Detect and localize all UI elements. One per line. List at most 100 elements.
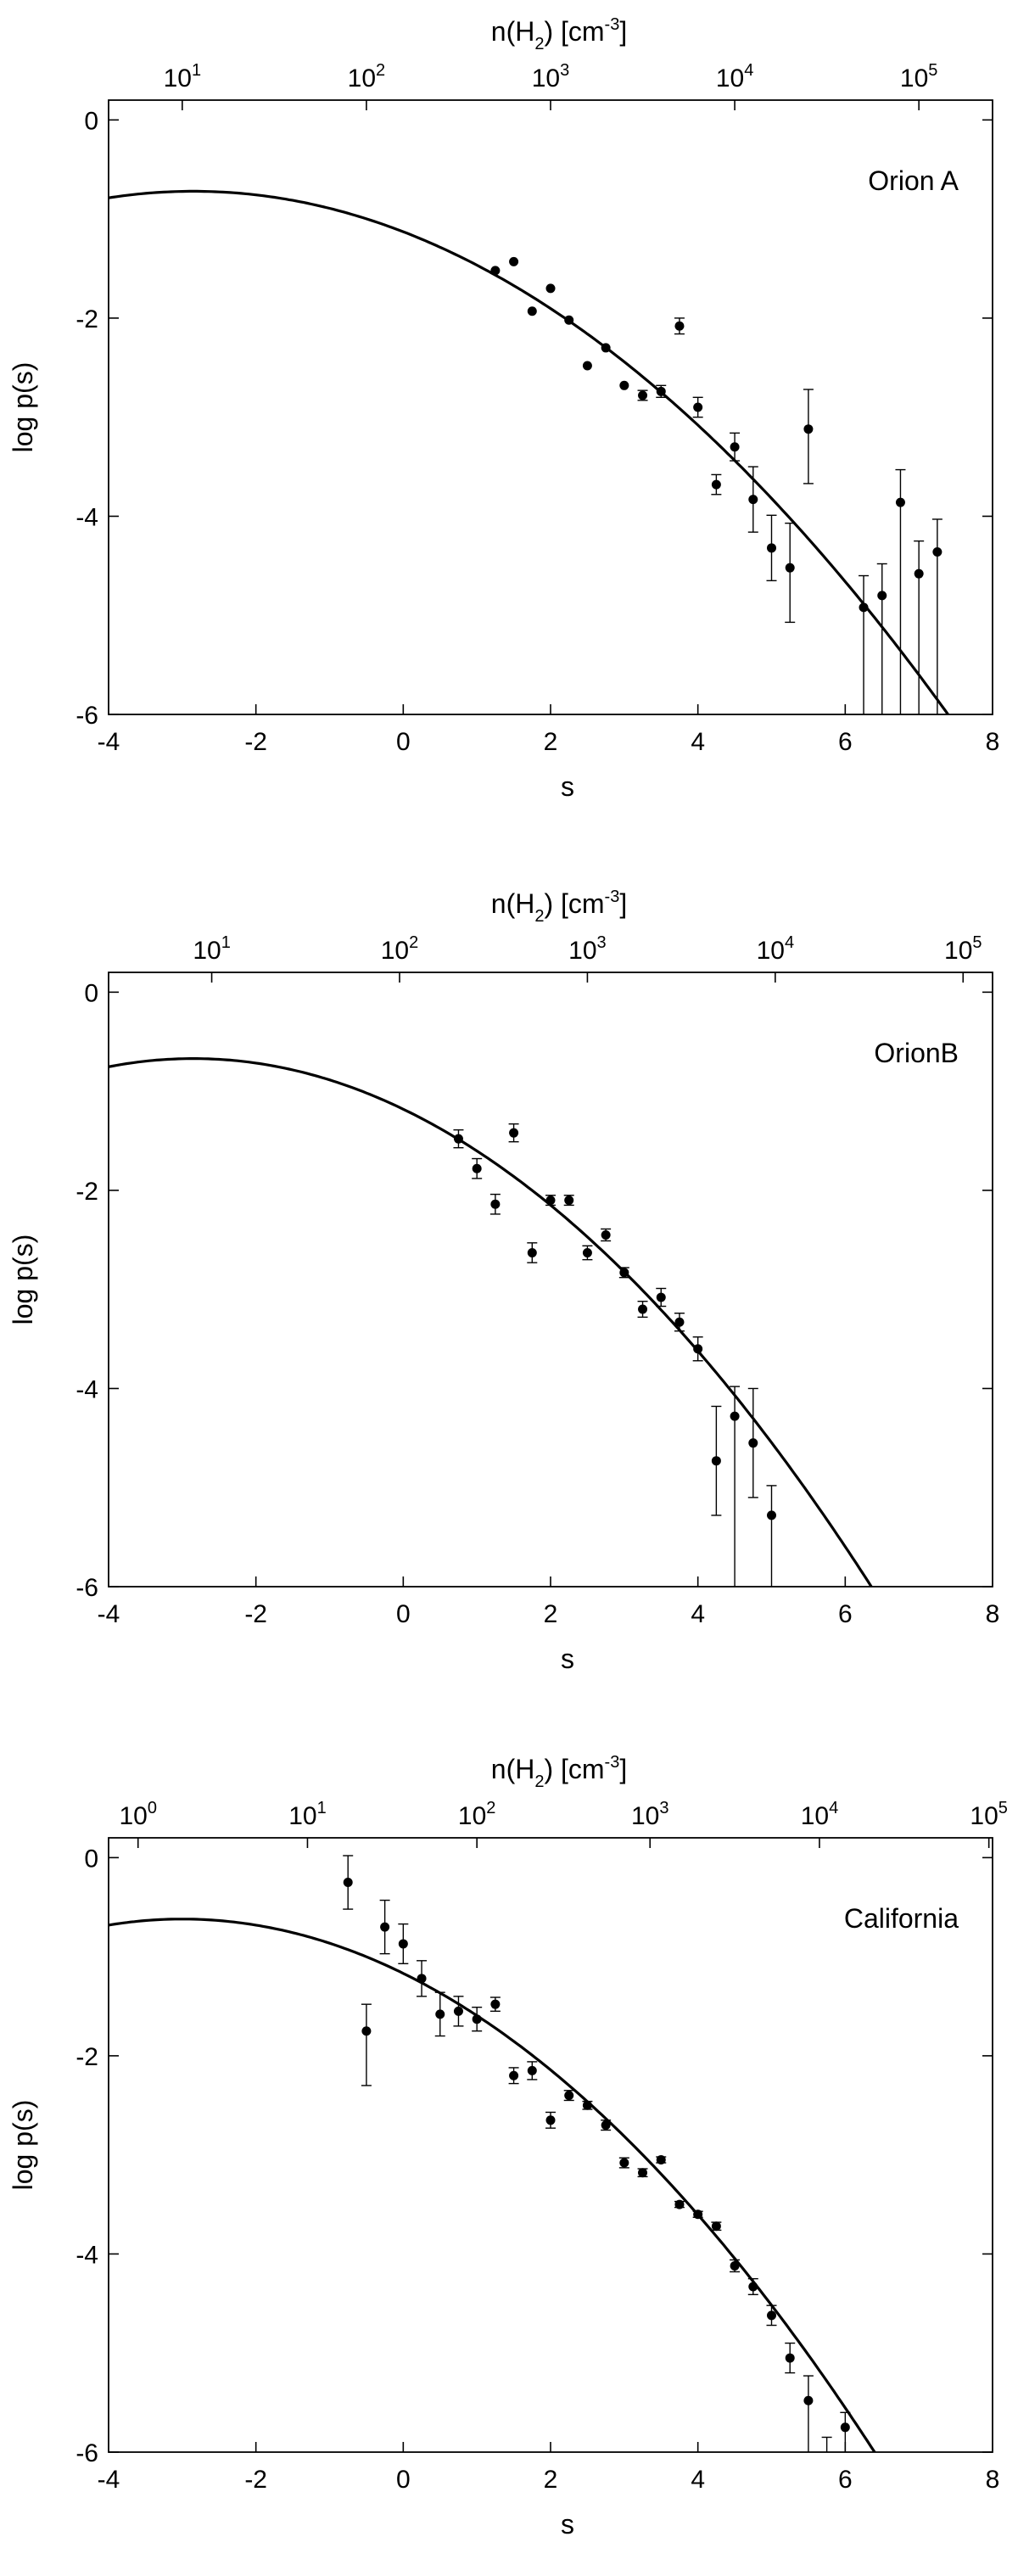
x-tick-label: 6	[838, 728, 853, 756]
data-point	[877, 591, 887, 601]
data-point	[767, 2310, 776, 2321]
top-tick-label: 101	[164, 61, 202, 92]
x-tick-label: 2	[544, 728, 558, 756]
x-axis-title: s	[561, 1644, 574, 1674]
data-point	[638, 1304, 648, 1314]
data-point	[693, 1344, 703, 1354]
y-tick-label: -4	[76, 1375, 98, 1403]
y-tick-label: -2	[76, 1178, 98, 1206]
top-axis-title: n(H2) [cm-3]	[491, 15, 627, 53]
y-tick-label: 0	[84, 107, 98, 135]
x-tick-label: 2	[544, 1600, 558, 1628]
data-point	[711, 2221, 721, 2232]
top-tick-label: 102	[458, 1799, 496, 1830]
data-point	[509, 1128, 519, 1138]
data-point	[582, 1247, 592, 1257]
y-tick-label: -4	[76, 503, 98, 531]
x-axis-title: s	[561, 2509, 574, 2540]
top-tick-label: 103	[532, 61, 570, 92]
data-point	[601, 343, 611, 353]
top-tick-label: 103	[568, 933, 607, 965]
data-point	[638, 390, 648, 400]
top-tick-label: 103	[631, 1799, 669, 1830]
top-tick-label: 105	[944, 933, 982, 965]
top-axis-title: n(H2) [cm-3]	[491, 1753, 627, 1791]
data-point	[472, 1163, 482, 1173]
data-point	[564, 1196, 574, 1206]
data-point	[674, 321, 685, 331]
data-point	[601, 1229, 611, 1240]
data-point	[711, 1456, 721, 1466]
x-tick-label: 0	[396, 728, 411, 756]
fit-curve	[109, 1918, 876, 2452]
top-tick-label: 101	[288, 1799, 327, 1830]
fit-curve	[109, 1057, 874, 1587]
data-point	[527, 306, 537, 316]
y-tick-label: 0	[84, 979, 98, 1007]
data-point	[748, 1438, 758, 1448]
top-tick-label: 102	[381, 933, 419, 965]
top-tick-label: 100	[119, 1799, 157, 1830]
x-tick-label: -4	[98, 728, 120, 756]
data-point	[914, 568, 924, 579]
top-tick-label: 105	[970, 1799, 1008, 1830]
top-tick-label: 102	[348, 61, 386, 92]
data-point	[656, 1292, 666, 1302]
data-point	[711, 479, 721, 490]
y-tick-label: -2	[76, 2043, 98, 2071]
data-point	[859, 602, 869, 613]
x-tick-label: 6	[838, 1600, 853, 1628]
data-point	[509, 256, 519, 266]
y-tick-label: 0	[84, 1845, 98, 1873]
data-point	[693, 402, 703, 412]
data-point	[767, 1510, 776, 1520]
data-point	[785, 2353, 795, 2363]
plot-frame	[108, 972, 993, 1588]
data-point	[398, 1939, 408, 1949]
x-tick-label: 2	[544, 2466, 558, 2494]
x-tick-label: -2	[244, 728, 267, 756]
x-tick-label: 4	[691, 1600, 705, 1628]
data-point	[417, 1974, 427, 1984]
x-tick-label: 4	[691, 728, 705, 756]
data-point	[674, 1317, 685, 1327]
data-point	[730, 2260, 740, 2271]
data-point	[656, 2155, 666, 2165]
data-point	[730, 1411, 740, 1421]
y-tick-label: -4	[76, 2241, 98, 2269]
data-point	[785, 563, 795, 573]
data-point	[361, 2026, 372, 2036]
data-point	[748, 2282, 758, 2292]
top-tick-label: 101	[193, 933, 230, 965]
x-tick-label: 0	[396, 1600, 411, 1628]
y-axis-title: log p(s)	[8, 2100, 38, 2191]
x-axis-title: s	[561, 771, 574, 802]
data-point	[730, 442, 740, 452]
data-point	[803, 2395, 814, 2405]
data-point	[545, 1196, 556, 1206]
data-point	[435, 2009, 445, 2019]
top-tick-label: 104	[757, 933, 795, 965]
x-tick-label: 8	[986, 2466, 1000, 2494]
y-tick-label: -2	[76, 305, 98, 333]
x-tick-label: -4	[98, 1600, 120, 1628]
x-tick-label: 4	[691, 2466, 705, 2494]
x-tick-label: 0	[396, 2466, 411, 2494]
data-point	[582, 361, 592, 371]
data-point	[619, 380, 629, 390]
top-axis-title: n(H2) [cm-3]	[491, 888, 627, 926]
x-tick-label: -4	[98, 2466, 120, 2494]
y-axis-title: log p(s)	[8, 362, 38, 453]
data-point	[693, 2209, 703, 2220]
data-point	[582, 2100, 592, 2110]
y-axis-title: log p(s)	[8, 1235, 38, 1325]
y-tick-label: -6	[76, 702, 98, 730]
y-tick-label: -6	[76, 2439, 98, 2467]
data-point	[509, 2070, 519, 2080]
x-tick-label: -2	[244, 1600, 267, 1628]
data-point	[472, 2014, 482, 2024]
data-point	[453, 2006, 463, 2016]
